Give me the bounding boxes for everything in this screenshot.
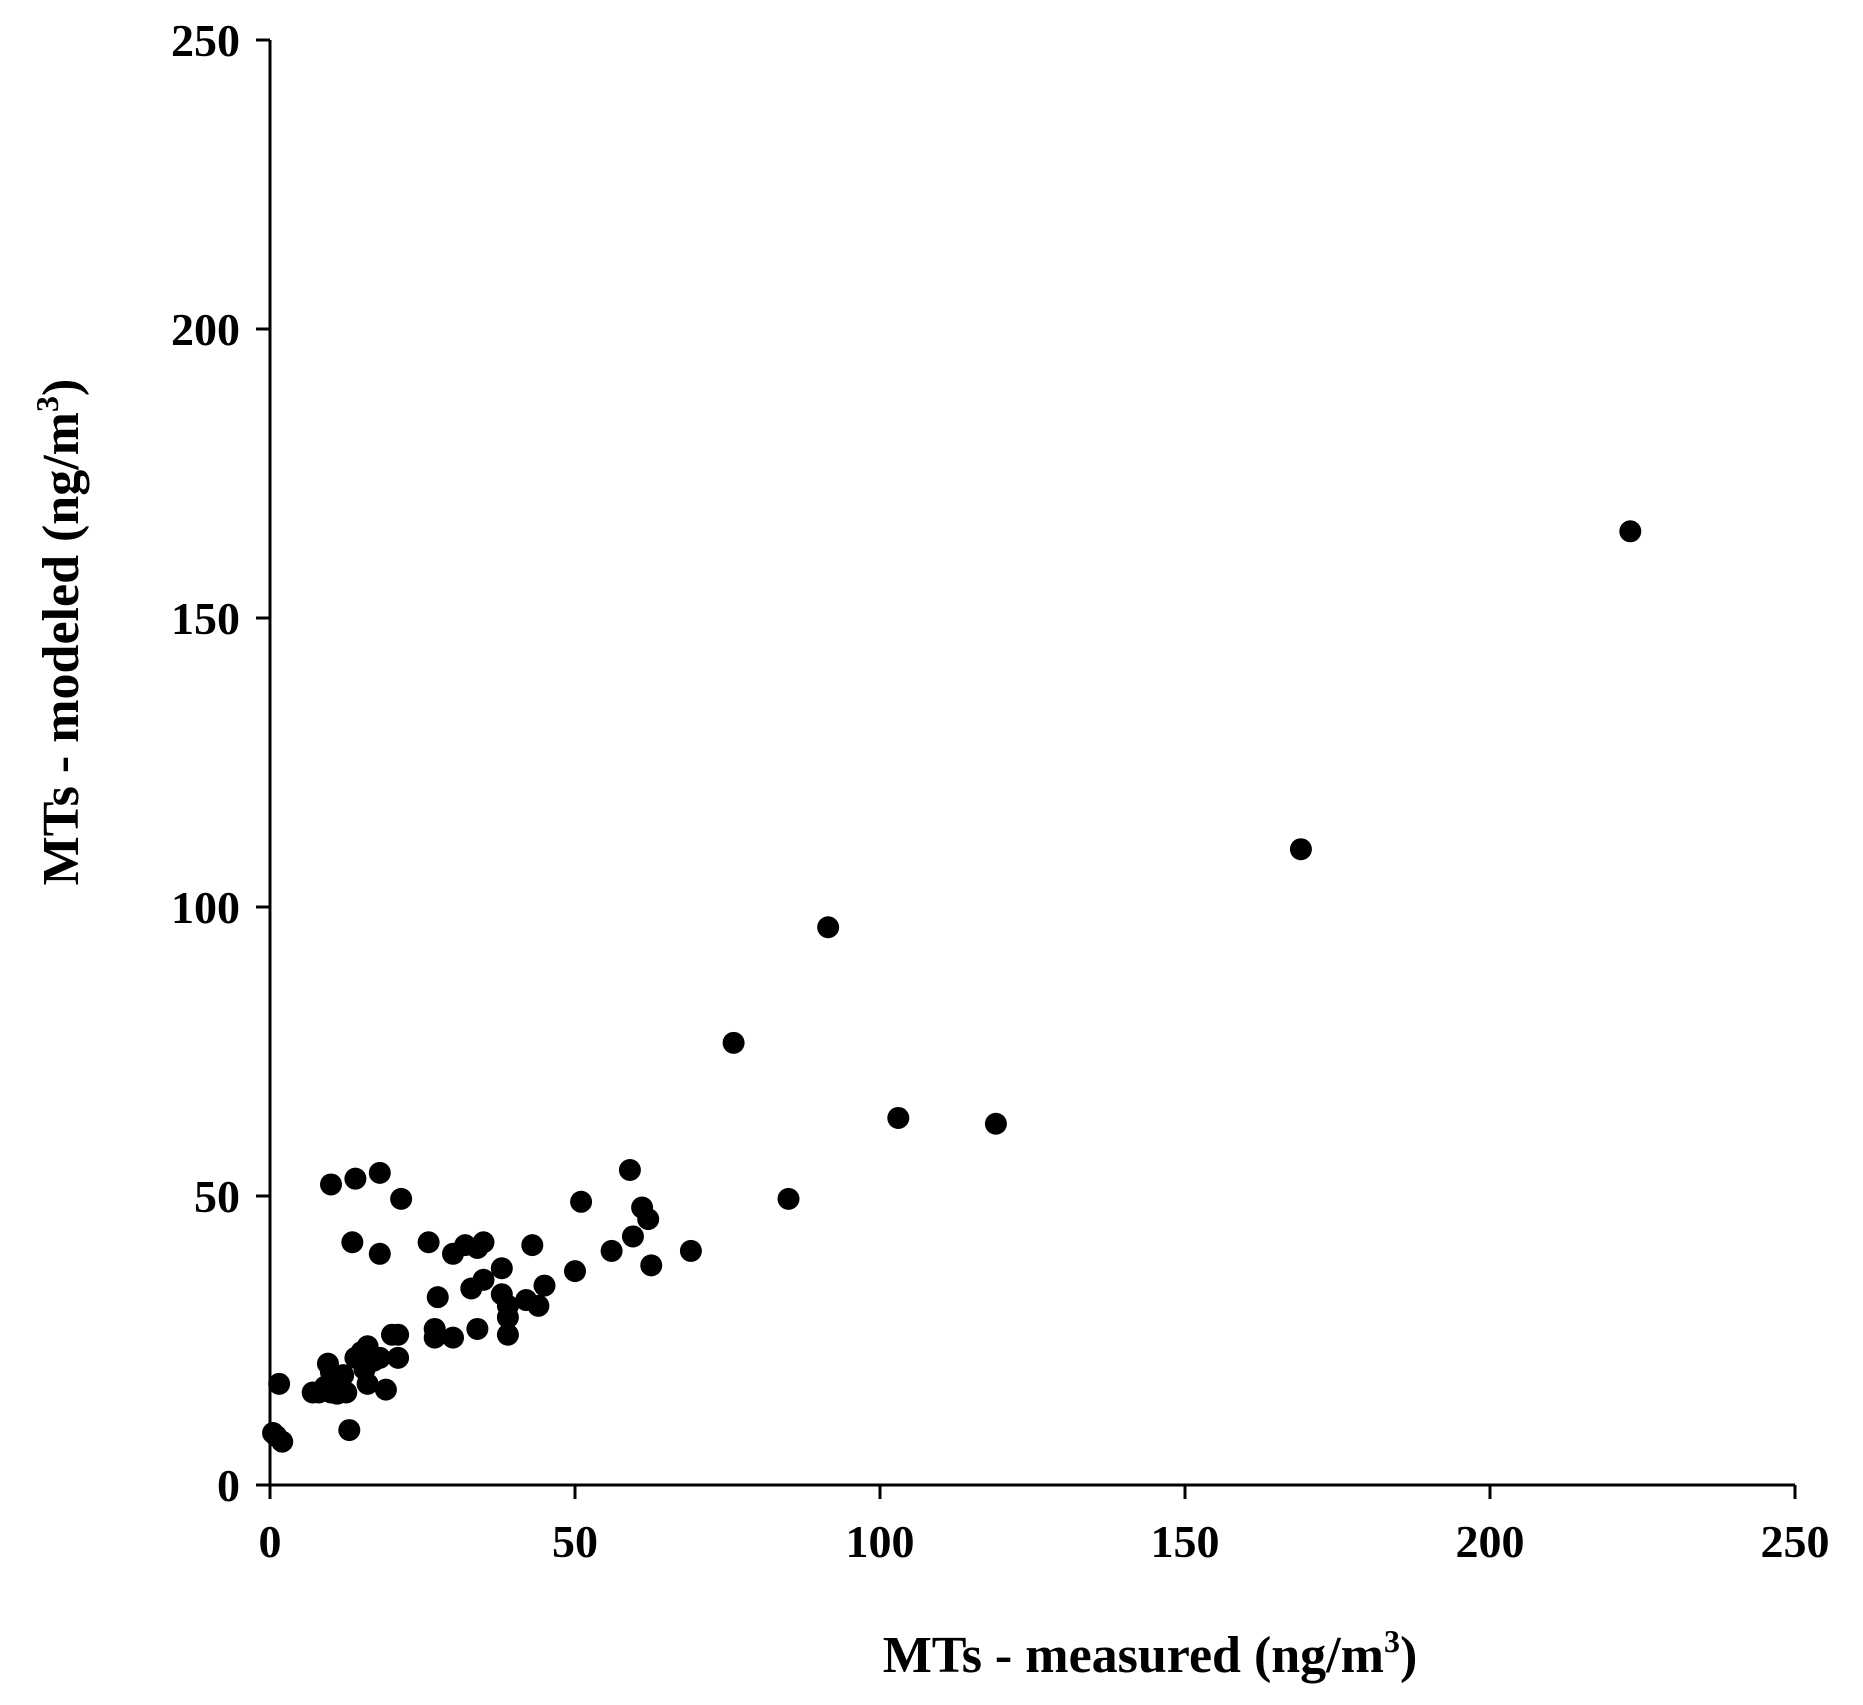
y-axis-ticks: 0 50 100 150 200 250	[171, 15, 270, 1511]
data-point	[442, 1326, 464, 1349]
x-tick-label: 150	[1151, 1516, 1220, 1567]
data-point	[1619, 520, 1642, 543]
y-axis-title-close: )	[33, 379, 90, 396]
data-point	[679, 1239, 702, 1262]
data-point	[817, 916, 840, 939]
data-point	[335, 1381, 358, 1404]
y-tick-label: 250	[171, 15, 240, 66]
y-axis-title-sup: 3	[29, 396, 65, 412]
data-point	[472, 1231, 495, 1254]
data-points	[262, 520, 1642, 1453]
data-point	[374, 1378, 397, 1401]
data-point	[268, 1372, 291, 1395]
data-point	[417, 1231, 440, 1254]
data-point	[368, 1242, 391, 1265]
data-point	[271, 1430, 294, 1453]
x-tick-label: 100	[846, 1516, 915, 1567]
data-point	[387, 1346, 410, 1369]
y-tick-label: 50	[194, 1171, 240, 1222]
data-point	[618, 1158, 641, 1181]
y-axis-title: MTs - modeled (ng/m3)	[29, 379, 90, 886]
y-tick-label: 200	[171, 304, 240, 355]
data-point	[600, 1239, 623, 1262]
y-tick-label: 0	[217, 1460, 240, 1511]
x-axis-title-sup: 3	[1384, 1623, 1400, 1659]
y-tick-label: 100	[171, 882, 240, 933]
data-point	[332, 1364, 355, 1387]
x-tick-label: 250	[1761, 1516, 1830, 1567]
data-point	[722, 1031, 745, 1054]
data-point	[496, 1306, 519, 1329]
data-point	[356, 1372, 379, 1395]
data-point	[1289, 838, 1312, 861]
y-axis-title-main: MTs - modeled (ng/m	[33, 412, 90, 885]
data-point	[570, 1190, 593, 1213]
data-point	[564, 1260, 586, 1283]
data-point	[338, 1419, 361, 1442]
data-point	[426, 1286, 449, 1309]
x-axis-ticks: 0 50 100 150 200 250	[259, 1485, 1830, 1567]
data-point	[887, 1106, 910, 1129]
data-point	[984, 1112, 1007, 1135]
data-point	[496, 1323, 519, 1346]
data-point	[423, 1326, 446, 1349]
x-tick-label: 0	[259, 1516, 282, 1567]
data-point	[640, 1254, 663, 1277]
data-point	[466, 1317, 489, 1340]
data-point	[344, 1167, 367, 1190]
data-point	[621, 1225, 644, 1248]
data-point	[320, 1173, 342, 1196]
x-tick-label: 50	[552, 1516, 598, 1567]
data-point	[341, 1231, 364, 1254]
data-point	[637, 1208, 660, 1231]
data-point	[368, 1346, 391, 1369]
x-axis-title-main: MTs - measured (ng/m	[883, 1627, 1384, 1684]
x-tick-label: 200	[1456, 1516, 1525, 1567]
data-point	[521, 1234, 544, 1257]
data-point	[390, 1187, 413, 1210]
data-point	[490, 1257, 513, 1280]
y-tick-label: 150	[171, 593, 240, 644]
x-axis-title-close: )	[1400, 1627, 1417, 1684]
data-point	[533, 1274, 556, 1297]
data-point	[527, 1294, 550, 1317]
data-point	[387, 1323, 410, 1346]
data-point	[368, 1161, 391, 1184]
data-point	[472, 1268, 495, 1291]
data-point	[777, 1187, 800, 1210]
x-axis-title: MTs - measured (ng/m3)	[883, 1623, 1418, 1684]
